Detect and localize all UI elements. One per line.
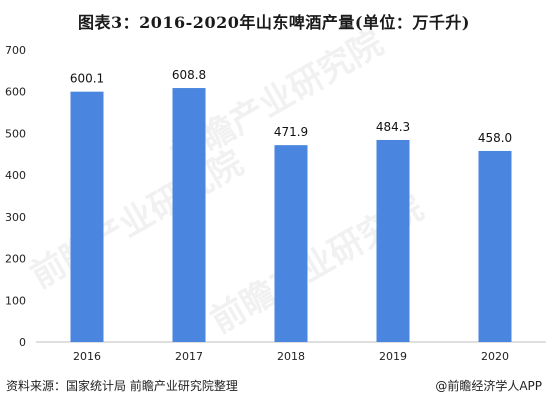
- x-tick-label-2020: 2020: [481, 350, 509, 363]
- x-tick-label-2019: 2019: [379, 350, 407, 363]
- chart-title: 图表3：2016-2020年山东啤酒产量(单位：万千升): [78, 13, 470, 32]
- x-tick-label-2016: 2016: [73, 350, 101, 363]
- y-axis: 0 100 200 300 400 500 600 700: [5, 44, 26, 349]
- source-note: 资料来源：国家统计局 前瞻产业研究院整理: [6, 379, 238, 393]
- y-tick-label: 400: [5, 169, 26, 182]
- data-label-2016: 600.1: [70, 72, 104, 86]
- y-tick-label: 300: [5, 211, 26, 224]
- y-tick-label: 500: [5, 127, 26, 140]
- bar-2016: [70, 91, 104, 342]
- data-label-2019: 484.3: [376, 120, 410, 134]
- x-tick-label-2018: 2018: [277, 350, 305, 363]
- data-label-2020: 458.0: [478, 131, 512, 145]
- y-tick-label: 100: [5, 294, 26, 307]
- data-label-2018: 471.9: [274, 125, 308, 139]
- y-tick-label: 200: [5, 253, 26, 266]
- bar-2018: [274, 145, 308, 342]
- bar-2017: [172, 88, 206, 342]
- data-labels: 600.1 608.8 471.9 484.3 458.0: [70, 68, 512, 145]
- y-tick-label: 600: [5, 86, 26, 99]
- bar-2019: [376, 139, 410, 342]
- bar-series: [70, 88, 512, 342]
- y-tick-label: 0: [19, 336, 26, 349]
- footer: 资料来源：国家统计局 前瞻产业研究院整理 @前瞻经济学人APP: [0, 375, 548, 395]
- data-label-2017: 608.8: [172, 68, 206, 82]
- y-tick-label: 700: [5, 44, 26, 57]
- x-tick-label-2017: 2017: [175, 350, 203, 363]
- brand-label: @前瞻经济学人APP: [435, 379, 542, 393]
- bar-2020: [478, 150, 512, 342]
- x-axis: 2016 2017 2018 2019 2020: [36, 341, 546, 363]
